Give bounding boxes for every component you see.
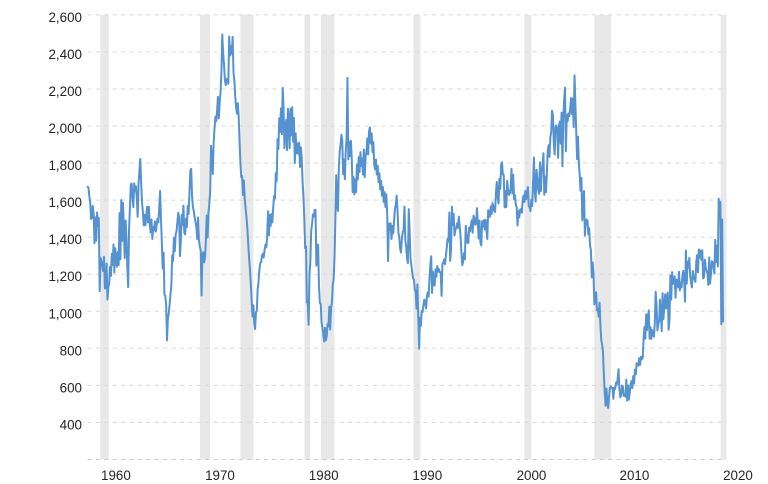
svg-text:1,600: 1,600 — [48, 195, 82, 210]
svg-text:1,400: 1,400 — [48, 232, 82, 247]
svg-text:1970: 1970 — [205, 468, 235, 483]
svg-text:1980: 1980 — [309, 468, 339, 483]
svg-text:1,000: 1,000 — [48, 306, 82, 321]
svg-text:600: 600 — [60, 380, 82, 395]
svg-text:2020: 2020 — [723, 468, 753, 483]
svg-text:2000: 2000 — [517, 468, 547, 483]
svg-text:2,400: 2,400 — [48, 47, 82, 62]
svg-text:1990: 1990 — [412, 468, 442, 483]
svg-text:2010: 2010 — [620, 468, 650, 483]
svg-text:400: 400 — [60, 417, 82, 432]
svg-text:1,200: 1,200 — [48, 269, 82, 284]
svg-text:2,000: 2,000 — [48, 121, 82, 136]
svg-text:1,800: 1,800 — [48, 158, 82, 173]
svg-text:1960: 1960 — [101, 468, 131, 483]
svg-text:2,600: 2,600 — [48, 10, 82, 25]
svg-text:2,200: 2,200 — [48, 84, 82, 99]
svg-text:800: 800 — [60, 343, 82, 358]
